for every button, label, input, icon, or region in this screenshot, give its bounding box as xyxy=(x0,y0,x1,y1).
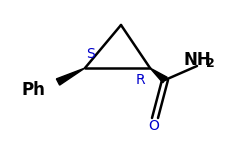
Polygon shape xyxy=(150,68,167,83)
Text: O: O xyxy=(148,119,159,133)
Text: Ph: Ph xyxy=(21,81,45,99)
Text: NH: NH xyxy=(183,51,211,69)
Text: 2: 2 xyxy=(206,57,215,70)
Text: R: R xyxy=(135,73,145,87)
Polygon shape xyxy=(56,68,85,85)
Text: S: S xyxy=(86,47,94,61)
